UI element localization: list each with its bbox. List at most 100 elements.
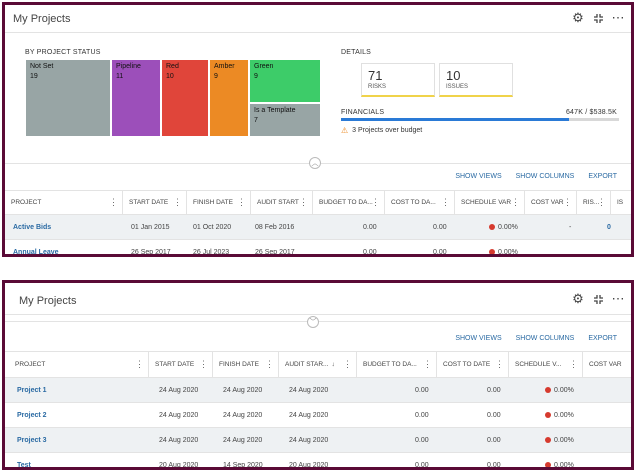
cell-audit: 24 Aug 2020 <box>289 386 329 394</box>
show-columns-button[interactable]: SHOW COLUMNS <box>515 173 575 180</box>
cell-cost: 0.00 <box>433 223 447 231</box>
cell-risks[interactable]: 0 <box>607 223 611 231</box>
export-button[interactable]: EXPORT <box>588 335 617 342</box>
col-header-start-date[interactable]: START DATE ⋮ <box>123 191 187 214</box>
gear-icon[interactable]: ⚙ <box>572 291 584 306</box>
cell-budget: 0.00 <box>415 436 429 444</box>
cell-schedule: 0.00% <box>489 240 518 254</box>
chevron-up-icon[interactable]: ︿ <box>309 157 321 169</box>
treemap-tile-amber[interactable]: Amber 9 <box>209 59 249 137</box>
cell-audit: 20 Aug 2020 <box>289 461 329 469</box>
cell-finish: 24 Aug 2020 <box>223 436 263 444</box>
treemap-tile-pipeline[interactable]: Pipeline 11 <box>111 59 161 137</box>
table-actions: SHOW VIEWS SHOW COLUMNS EXPORT <box>455 335 631 342</box>
col-header-budget[interactable]: BUDGET TO DA... ⋮ <box>357 352 437 377</box>
cell-schedule: 0.00% <box>545 378 574 402</box>
project-link[interactable]: Project 3 <box>17 436 47 444</box>
widget-header: My Projects ⚙ ⋯ <box>5 283 631 315</box>
cell-start: 26 Sep 2017 <box>131 248 171 256</box>
table-row[interactable]: Annual Leave 26 Sep 2017 26 Jul 2023 26 … <box>5 239 631 256</box>
cell-finish: 01 Oct 2020 <box>193 223 232 231</box>
col-header-cost[interactable]: COST TO DA... ⋮ <box>385 191 455 214</box>
financials-label: FINANCIALS <box>341 109 385 116</box>
cell-audit: 24 Aug 2020 <box>289 436 329 444</box>
cell-finish: 24 Aug 2020 <box>223 386 263 394</box>
table-actions: SHOW VIEWS SHOW COLUMNS EXPORT <box>455 173 631 180</box>
col-header-schedule-var[interactable]: SCHEDULE V... ⋮ <box>509 352 583 377</box>
collapse-icon[interactable] <box>591 11 605 25</box>
col-header-project[interactable]: PROJECT ⋮ <box>5 352 149 377</box>
warning-icon: ⚠ <box>341 126 349 135</box>
cell-cost: 0.00 <box>487 411 501 419</box>
more-icon[interactable]: ⋯ <box>611 291 625 306</box>
cell-audit: 24 Aug 2020 <box>289 411 329 419</box>
col-header-risks[interactable]: RIS... ⋮ <box>577 191 611 214</box>
col-header-budget[interactable]: BUDGET TO DA... ⋮ <box>313 191 385 214</box>
cell-budget: 0.00 <box>363 223 377 231</box>
widget-header: My Projects ⚙ ⋯ <box>5 5 631 33</box>
cell-audit: 26 Sep 2017 <box>255 248 295 256</box>
status-dot-icon <box>489 249 495 254</box>
cell-schedule: 0.00% <box>545 453 574 467</box>
status-dot-icon <box>545 412 551 418</box>
cell-budget: 0.00 <box>415 386 429 394</box>
cell-start: 01 Jan 2015 <box>131 223 170 231</box>
cell-cost: 0.00 <box>433 248 447 256</box>
financials-progress-track <box>341 118 619 121</box>
col-header-start-date[interactable]: START DATE ⋮ <box>149 352 213 377</box>
col-header-audit-start[interactable]: AUDIT STAR... ↓ ⋮ <box>279 352 357 377</box>
treemap-tile-template[interactable]: Is a Template 7 <box>249 103 321 137</box>
status-dot-icon <box>545 387 551 393</box>
table-row[interactable]: Project 3 24 Aug 2020 24 Aug 2020 24 Aug… <box>5 427 631 452</box>
cell-audit: 08 Feb 2016 <box>255 223 295 231</box>
cell-cost: 0.00 <box>487 436 501 444</box>
cell-costvar: - <box>569 223 572 231</box>
cell-budget: 0.00 <box>415 411 429 419</box>
risks-label: RISKS <box>368 84 387 90</box>
col-header-issues[interactable]: IS <box>617 199 624 206</box>
cell-cost: 0.00 <box>487 386 501 394</box>
col-header-schedule-var[interactable]: SCHEDULE VAR ⋮ <box>455 191 525 214</box>
cell-cost: 0.00 <box>487 461 501 469</box>
more-icon[interactable]: ⋯ <box>611 10 625 25</box>
cell-budget: 0.00 <box>363 248 377 256</box>
col-header-cost-var[interactable]: COST VAR <box>589 361 622 368</box>
col-header-cost-var[interactable]: COST VAR ⋮ <box>525 191 577 214</box>
widget-title: My Projects <box>19 295 77 307</box>
project-link[interactable]: Active Bids <box>13 223 52 231</box>
budget-warning: ⚠ 3 Projects over budget <box>341 126 423 135</box>
financials-progress-fill <box>341 118 569 121</box>
chevron-down-icon[interactable]: ﹀ <box>307 316 319 328</box>
table-row[interactable]: Project 1 24 Aug 2020 24 Aug 2020 24 Aug… <box>5 377 631 402</box>
project-link[interactable]: Project 2 <box>17 411 47 419</box>
col-header-project[interactable]: PROJECT ⋮ <box>5 191 123 214</box>
project-link[interactable]: Project 1 <box>17 386 47 394</box>
status-dot-icon <box>545 462 551 467</box>
project-link[interactable]: Test <box>17 461 31 469</box>
table-row[interactable]: Test 20 Aug 2020 14 Sep 2020 20 Aug 2020… <box>5 452 631 469</box>
col-header-audit-start[interactable]: AUDIT START ⋮ <box>251 191 313 214</box>
show-columns-button[interactable]: SHOW COLUMNS <box>515 335 575 342</box>
show-views-button[interactable]: SHOW VIEWS <box>455 173 502 180</box>
project-link[interactable]: Annual Leave <box>13 248 59 256</box>
col-header-finish-date[interactable]: FINISH DATE ⋮ <box>213 352 279 377</box>
table-header: PROJECT ⋮ START DATE ⋮ FINISH DATE ⋮ AUDIT … <box>5 190 631 214</box>
table-row[interactable]: Project 2 24 Aug 2020 24 Aug 2020 24 Aug… <box>5 402 631 427</box>
col-header-finish-date[interactable]: FINISH DATE ⋮ <box>187 191 251 214</box>
issues-card[interactable]: 10 ISSUES <box>439 63 513 97</box>
gear-icon[interactable]: ⚙ <box>572 10 584 25</box>
col-header-cost[interactable]: COST TO DATE ⋮ <box>437 352 509 377</box>
treemap-tile-red[interactable]: Red 10 <box>161 59 209 137</box>
projects-widget-top: My Projects ⚙ ⋯ BY PROJECT STATUS Not Se… <box>2 2 634 257</box>
treemap-tile-green[interactable]: Green 9 <box>249 59 321 103</box>
cell-finish: 26 Jul 2023 <box>193 248 230 256</box>
widget-title: My Projects <box>13 13 71 25</box>
collapse-icon[interactable] <box>591 292 605 306</box>
sort-down-icon[interactable]: ↓ <box>331 361 335 368</box>
table-row[interactable]: Active Bids 01 Jan 2015 01 Oct 2020 08 F… <box>5 214 631 239</box>
cell-start: 24 Aug 2020 <box>159 411 199 419</box>
export-button[interactable]: EXPORT <box>588 173 617 180</box>
risks-card[interactable]: 71 RISKS <box>361 63 435 97</box>
show-views-button[interactable]: SHOW VIEWS <box>455 335 502 342</box>
treemap-tile-not-set[interactable]: Not Set 19 <box>25 59 111 137</box>
